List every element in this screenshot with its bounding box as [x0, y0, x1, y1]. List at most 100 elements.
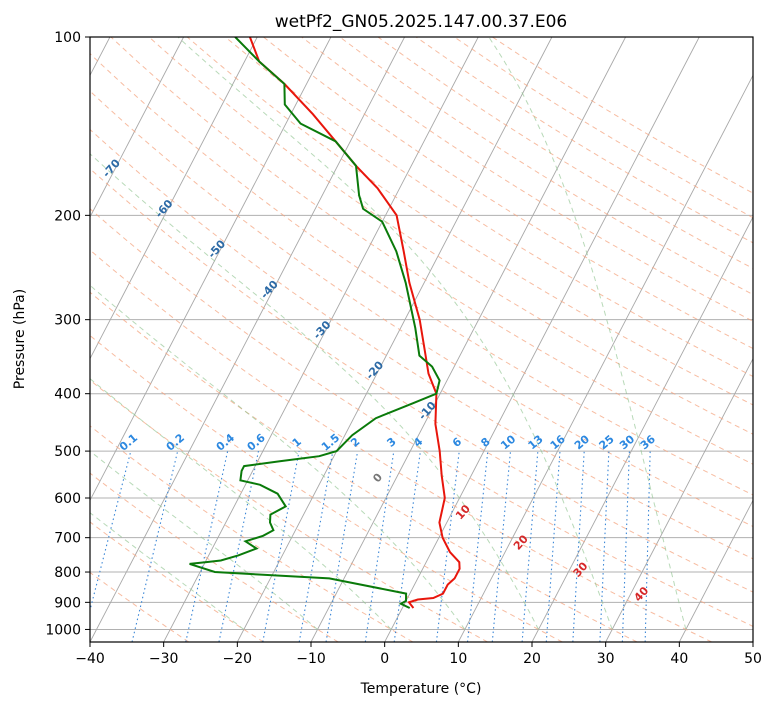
mixing-ratio-label: 6 [450, 435, 464, 450]
isotherm-line [752, 641, 753, 642]
mixing-ratio-line [364, 451, 395, 642]
mixing-ratio-line [599, 451, 610, 642]
mixing-ratio-label: 0.2 [164, 431, 187, 453]
mixing-ratio-label: 0.4 [214, 431, 238, 454]
plot-frame [89, 36, 754, 643]
x-axis: −40 −30 −20 −10 0 10 20 30 40 50 [75, 642, 762, 667]
isotherm-line [90, 37, 405, 642]
mixing-ratio-line [185, 450, 229, 642]
mixing-ratio-label: 0.6 [245, 431, 269, 454]
x-tick-label: 0 [380, 651, 389, 667]
mixing-ratio-line [325, 451, 359, 642]
mixing-ratio-label: 4 [411, 435, 425, 450]
chart-title: wetPf2_GN05.2025.147.00.37.E06 [275, 12, 567, 32]
isotherm-line [531, 216, 753, 642]
mixing-ratio-label: 0.1 [117, 431, 140, 453]
mixing-ratio-line [262, 450, 300, 642]
mixing-ratio-label: 2 [348, 435, 362, 450]
isotherm-line [163, 37, 479, 642]
y-tick-label: 200 [54, 208, 81, 224]
x-tick-label: 20 [523, 651, 541, 667]
mixing-ratio-line [298, 451, 334, 642]
dry-adiabat [224, 37, 753, 377]
x-tick-label: −30 [149, 651, 179, 667]
isotherm-label: -90 [0, 76, 18, 100]
isotherm-line [90, 37, 184, 218]
dry-adiabat [90, 379, 488, 642]
isotherm-line [90, 37, 258, 360]
y-tick-label: 900 [54, 595, 81, 611]
mixing-ratio-line [466, 451, 489, 642]
isotherm-line [457, 74, 753, 642]
mixing-ratio-line [435, 451, 460, 642]
dry-adiabat [301, 37, 753, 322]
mixing-ratio-line [621, 451, 630, 642]
mixing-ratio-label: 25 [597, 433, 617, 453]
x-tick-label: 10 [449, 651, 467, 667]
x-tick-label: 30 [597, 651, 615, 667]
inline-labels: 0.10.20.40.611.52346810131620253036-100-… [0, 76, 658, 604]
isotherm-line [90, 37, 332, 502]
dry-adiabat [90, 168, 753, 593]
moist-adiabat [90, 378, 392, 630]
mixing-ratio-label: 36 [638, 432, 658, 452]
mixing-ratio-line [545, 451, 561, 642]
y-tick-label: 300 [54, 313, 81, 329]
profile-lines [189, 37, 461, 609]
y-tick-label: 700 [54, 531, 81, 547]
mixing-ratio-line [90, 450, 132, 613]
dry-adiabat [90, 128, 753, 560]
x-tick-label: 40 [670, 651, 688, 667]
theta-label: 0 [370, 470, 385, 485]
y-tick-label: 600 [54, 491, 81, 507]
mixing-ratio-label: 10 [498, 432, 518, 452]
mixing-ratio-label: 3 [384, 435, 398, 450]
mixing-ratio-label: 20 [572, 432, 592, 452]
mixing-ratio-label: 16 [548, 432, 568, 452]
mixing-ratio-label: 13 [526, 433, 546, 453]
mixing-ratio-label: 8 [478, 435, 492, 450]
x-tick-label: 50 [744, 651, 762, 667]
mixing-ratio-label: 1 [290, 435, 304, 450]
dry-adiabat [339, 37, 753, 296]
isotherm-line [605, 357, 753, 642]
dry-adiabat [90, 249, 712, 642]
temperature-profile [248, 37, 461, 609]
dry-adiabat [90, 425, 414, 642]
moist-adiabat [90, 284, 466, 630]
isotherm-line [236, 37, 553, 642]
moist-adiabat [90, 450, 318, 630]
y-tick-label: 100 [54, 30, 81, 46]
x-tick-label: −40 [75, 651, 105, 667]
isotherm-line [678, 499, 753, 642]
dry-adiabat [90, 472, 339, 642]
x-axis-title: Temperature (°C) [360, 681, 482, 697]
mixing-ratio-line [491, 451, 512, 642]
isotherm-line [384, 37, 700, 642]
mixing-ratio-line [521, 451, 539, 642]
x-tick-label: −20 [223, 651, 253, 667]
dewpoint-profile [189, 37, 441, 609]
y-axis-title: Pressure (hPa) [12, 289, 28, 389]
mixing-ratio-line [644, 451, 651, 642]
dry-adiabat [148, 37, 753, 435]
dry-adiabat [377, 37, 753, 269]
y-axis: 100 200 300 400 500 600 700 800 900 1000 [45, 30, 90, 638]
mixing-ratio-line [131, 450, 179, 642]
dry-adiabat [90, 90, 753, 528]
moist-adiabat [177, 37, 613, 630]
dry-adiabat [90, 291, 638, 642]
dry-adiabat [90, 208, 753, 627]
mixing-ratio-label: 30 [617, 432, 637, 452]
dry-adiabat [90, 334, 563, 642]
dry-adiabat [90, 521, 264, 642]
dry-adiabat [90, 571, 190, 642]
y-tick-label: 800 [54, 565, 81, 581]
y-tick-label: 400 [54, 387, 81, 403]
x-tick-label: −10 [296, 651, 326, 667]
moist-adiabat [90, 512, 245, 630]
dry-adiabat [415, 37, 753, 244]
y-tick-label: 500 [54, 444, 81, 460]
mixing-ratio-line [393, 451, 421, 642]
